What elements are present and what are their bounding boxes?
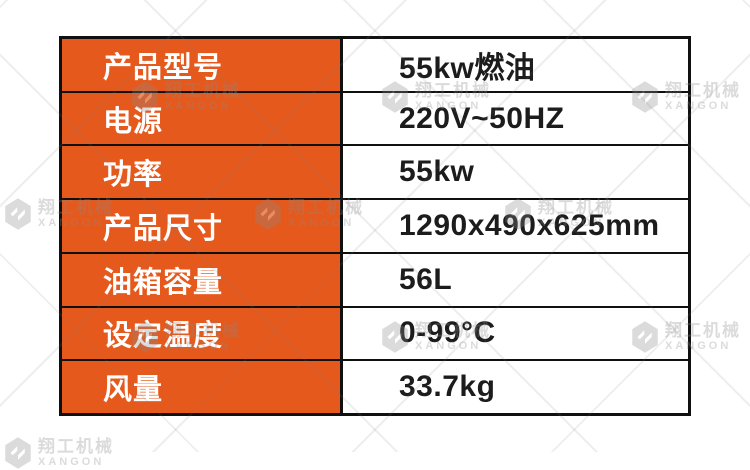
spec-label: 设定温度	[62, 307, 343, 360]
hexagon-logo-icon	[5, 437, 31, 469]
watermark-en-text: XANGON	[38, 456, 105, 468]
spec-value: 33.7kg	[399, 370, 496, 404]
spec-label: 风量	[62, 361, 343, 414]
spec-value: 56L	[399, 262, 453, 296]
table-row: 产品尺寸 1290x490x625mm	[62, 200, 688, 254]
table-row: 产品型号 55kw燃油	[62, 39, 688, 93]
spec-table: 产品型号 55kw燃油 电源 220V~50HZ 功率 55kw 产品尺寸 12…	[59, 36, 691, 416]
watermark-cn-text: 翔工机械	[38, 437, 114, 456]
brand-watermark: 翔工机械 XANGON	[3, 436, 114, 470]
spec-label: 功率	[62, 146, 343, 199]
spec-label: 产品尺寸	[62, 200, 343, 252]
table-row: 风量 33.7kg	[62, 361, 688, 414]
table-row: 设定温度 0-99°C	[62, 307, 688, 362]
spec-label: 产品型号	[62, 39, 343, 91]
spec-value: 55kw	[399, 155, 475, 189]
table-row: 油箱容量 56L	[62, 253, 688, 308]
table-row: 功率 55kw	[62, 146, 688, 201]
spec-value: 1290x490x625mm	[399, 209, 660, 243]
table-row: 电源 220V~50HZ	[62, 92, 688, 147]
spec-label: 油箱容量	[62, 253, 343, 306]
spec-value: 0-99°C	[399, 316, 496, 350]
spec-label: 电源	[62, 92, 343, 145]
hexagon-logo-icon	[5, 198, 31, 230]
spec-value: 220V~50HZ	[399, 101, 565, 135]
spec-value: 55kw燃油	[399, 51, 536, 85]
